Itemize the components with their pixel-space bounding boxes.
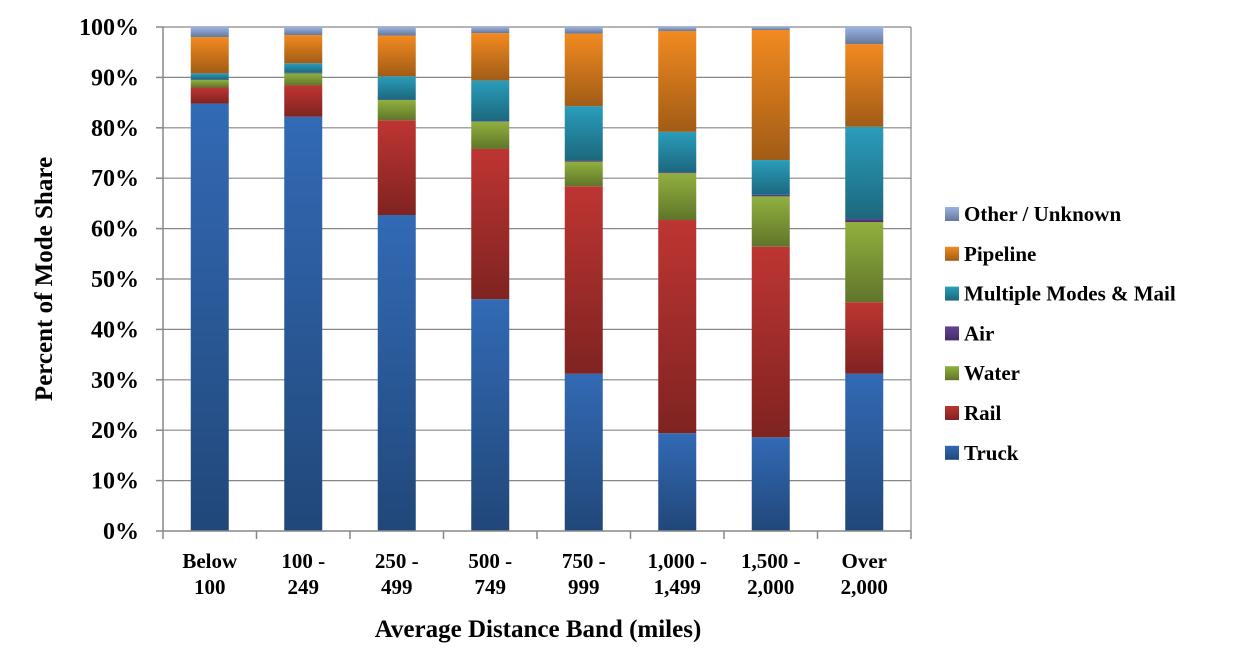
y-tick-label: 90% bbox=[91, 65, 139, 91]
legend-swatch bbox=[945, 286, 959, 301]
y-tick-label: 50% bbox=[91, 267, 139, 293]
y-tick-label: 10% bbox=[91, 469, 139, 495]
legend: Other / Unknown Pipeline Multiple Modes & … bbox=[945, 202, 1176, 465]
bar-segment-air bbox=[190, 79, 229, 80]
bar-segment-multiple-modes-mail bbox=[658, 131, 697, 173]
legend-label: Other / Unknown bbox=[964, 202, 1121, 226]
bar-segment-water bbox=[658, 173, 697, 221]
legend-label: Rail bbox=[964, 401, 1002, 425]
bar-segment-other-unknown bbox=[471, 27, 510, 34]
bar-segment-rail bbox=[190, 87, 229, 104]
bar-segment-truck bbox=[658, 433, 697, 531]
legend-label: Water bbox=[964, 361, 1020, 385]
bar-segment-other-unknown bbox=[658, 27, 697, 32]
x-axis-title: Average Distance Band (miles) bbox=[375, 616, 702, 643]
bar-segment-rail bbox=[377, 120, 416, 215]
bar-segment-pipeline bbox=[284, 35, 323, 64]
y-tick-label: 60% bbox=[91, 217, 139, 243]
y-axis-title: Percent of Mode Share bbox=[31, 157, 58, 401]
x-tick-labels: Below 100 100 -249 250 -499 500 -749 750 -999… bbox=[182, 549, 888, 599]
bar-segment-air bbox=[471, 121, 510, 122]
x-tick-label: 500 -749 bbox=[468, 549, 512, 599]
bar-segment-water bbox=[284, 73, 323, 86]
bar-segment-rail bbox=[751, 246, 790, 438]
bar-segment-air bbox=[284, 72, 323, 74]
bar-segment-pipeline bbox=[845, 44, 884, 127]
y-tick-label: 100% bbox=[79, 15, 139, 41]
x-tick-label: 100 -249 bbox=[281, 549, 325, 599]
bar-segment-water bbox=[751, 196, 790, 247]
bar-segment-rail bbox=[564, 186, 603, 374]
legend-swatch bbox=[945, 406, 959, 420]
bar-segment-truck bbox=[377, 214, 416, 531]
legend-swatch bbox=[945, 366, 959, 381]
bar-segment-pipeline bbox=[564, 33, 603, 107]
bar-segment-multiple-modes-mail bbox=[190, 73, 229, 80]
y-tick-labels: 0% 10% 20% 30% 40% 50% 60% 70% 80% 90% 100% bbox=[79, 15, 139, 545]
bar-segment-truck bbox=[471, 299, 510, 531]
bar-segment-pipeline bbox=[377, 35, 416, 77]
x-tick-label: 1,500 -2,000 bbox=[741, 549, 801, 599]
bar-segment-water bbox=[564, 161, 603, 187]
bar-segment-pipeline bbox=[471, 33, 510, 81]
bar-segment-truck bbox=[564, 373, 603, 531]
bar-segment-multiple-modes-mail bbox=[377, 76, 416, 100]
bar-segment-multiple-modes-mail bbox=[751, 160, 790, 195]
bar-segment-multiple-modes-mail bbox=[845, 126, 884, 220]
bar-segment-water bbox=[845, 222, 884, 303]
bar-segment-truck bbox=[284, 116, 323, 531]
bar-segment-rail bbox=[658, 220, 697, 434]
bar-segment-multiple-modes-mail bbox=[284, 63, 323, 73]
legend-label: Pipeline bbox=[964, 242, 1036, 266]
bar-segment-air bbox=[658, 172, 697, 174]
bar-segment-truck bbox=[751, 437, 790, 531]
axes bbox=[156, 26, 912, 539]
bar-segment-truck bbox=[845, 373, 884, 531]
bar-segment-air bbox=[751, 194, 790, 197]
bar-segment-truck bbox=[190, 103, 229, 531]
y-tick-label: 30% bbox=[91, 368, 139, 394]
bars bbox=[190, 27, 884, 531]
y-tick-label: 70% bbox=[91, 166, 139, 192]
bar-segment-rail bbox=[845, 302, 884, 374]
y-tick-label: 20% bbox=[91, 418, 139, 444]
legend-swatch bbox=[945, 326, 959, 341]
x-tick-label: 250 -499 bbox=[375, 549, 419, 599]
bar-segment-other-unknown bbox=[564, 27, 603, 34]
legend-swatch bbox=[945, 445, 959, 460]
bar-segment-other-unknown bbox=[284, 27, 323, 36]
gridlines bbox=[163, 26, 912, 531]
bar-segment-multiple-modes-mail bbox=[471, 80, 510, 122]
bar-segment-water bbox=[190, 79, 229, 88]
x-tick-label: Below 100 bbox=[182, 549, 238, 599]
bar-segment-pipeline bbox=[190, 37, 229, 74]
bar-segment-water bbox=[471, 121, 510, 149]
bar-segment-other-unknown bbox=[751, 27, 790, 31]
bar-segment-multiple-modes-mail bbox=[564, 106, 603, 161]
bar-segment-air bbox=[845, 219, 884, 223]
bar-segment-air bbox=[564, 160, 603, 162]
legend-swatch bbox=[945, 246, 959, 261]
y-tick-label: 0% bbox=[103, 519, 139, 545]
bar-segment-air bbox=[377, 99, 416, 101]
bar-segment-other-unknown bbox=[190, 27, 229, 38]
legend-swatch bbox=[945, 207, 959, 221]
x-tick-label: Over 2,000 bbox=[841, 549, 888, 599]
y-tick-label: 80% bbox=[91, 116, 139, 142]
bar-segment-rail bbox=[471, 148, 510, 300]
bar-segment-other-unknown bbox=[845, 27, 884, 45]
bar-segment-rail bbox=[284, 85, 323, 117]
bar-segment-pipeline bbox=[658, 31, 697, 132]
legend-label: Air bbox=[964, 321, 994, 345]
bar-segment-pipeline bbox=[751, 30, 790, 161]
legend-label: Multiple Modes & Mail bbox=[964, 282, 1176, 306]
legend-label: Truck bbox=[964, 441, 1019, 465]
y-tick-label: 40% bbox=[91, 317, 139, 343]
bar-segment-other-unknown bbox=[377, 27, 416, 36]
x-tick-label: 750 -999 bbox=[562, 549, 606, 599]
bar-segment-water bbox=[377, 100, 416, 121]
x-tick-label: 1,000 -1,499 bbox=[648, 549, 708, 599]
